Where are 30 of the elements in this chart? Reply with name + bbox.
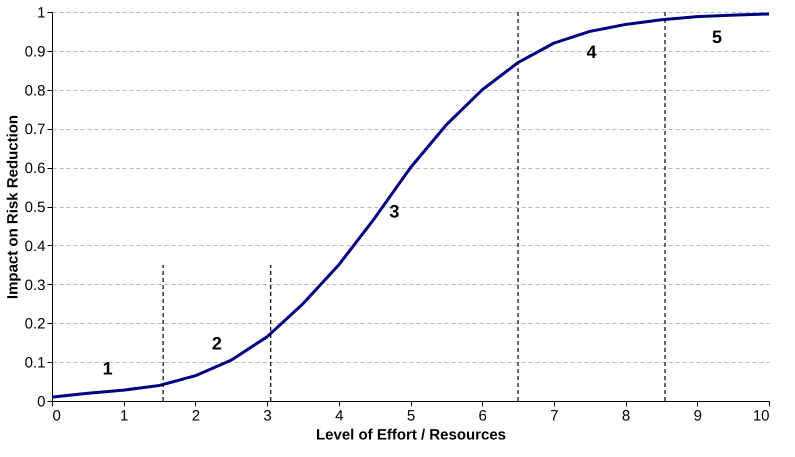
x-tick-label: 9	[694, 408, 702, 424]
y-tick-label: 0.9	[24, 43, 46, 60]
y-axis-title: Impact on Risk Reduction	[4, 114, 22, 300]
x-tick-label: 4	[335, 408, 344, 424]
x-tick-label: 8	[622, 408, 630, 424]
y-tick-label: 0.7	[24, 121, 46, 138]
y-tick-label: 0.2	[24, 316, 46, 333]
y-tick-label: 0.1	[24, 354, 46, 372]
annotation: 3	[389, 201, 400, 222]
y-tick-label: 0.3	[24, 276, 46, 294]
x-tick-label: 6	[478, 408, 487, 424]
x-tick-label: 3	[263, 408, 272, 424]
line-series	[50, 12, 770, 399]
x-tick-label: 0	[52, 408, 61, 424]
annotation: 1	[102, 358, 113, 379]
y-tick-label: 0.8	[24, 82, 46, 100]
annotation: 5	[712, 26, 722, 47]
x-axis-title: Level of Effort / Resources	[316, 426, 506, 444]
x-tick-label: 1	[120, 408, 128, 424]
x-tick-label: 7	[550, 408, 559, 424]
y-tick-label: 1	[37, 4, 46, 22]
x-tick-label: 10	[752, 408, 770, 424]
x-tick-label: 2	[192, 408, 200, 424]
x-tick-label: 5	[406, 408, 416, 424]
y-tick-label: 0.5	[24, 199, 46, 216]
y-tick-label: 0.6	[24, 160, 46, 178]
annotation: 4	[586, 42, 597, 62]
annotation: 2	[212, 333, 222, 354]
y-tick-label: 0	[37, 394, 46, 410]
y-tick-label: 0.4	[24, 238, 46, 255]
